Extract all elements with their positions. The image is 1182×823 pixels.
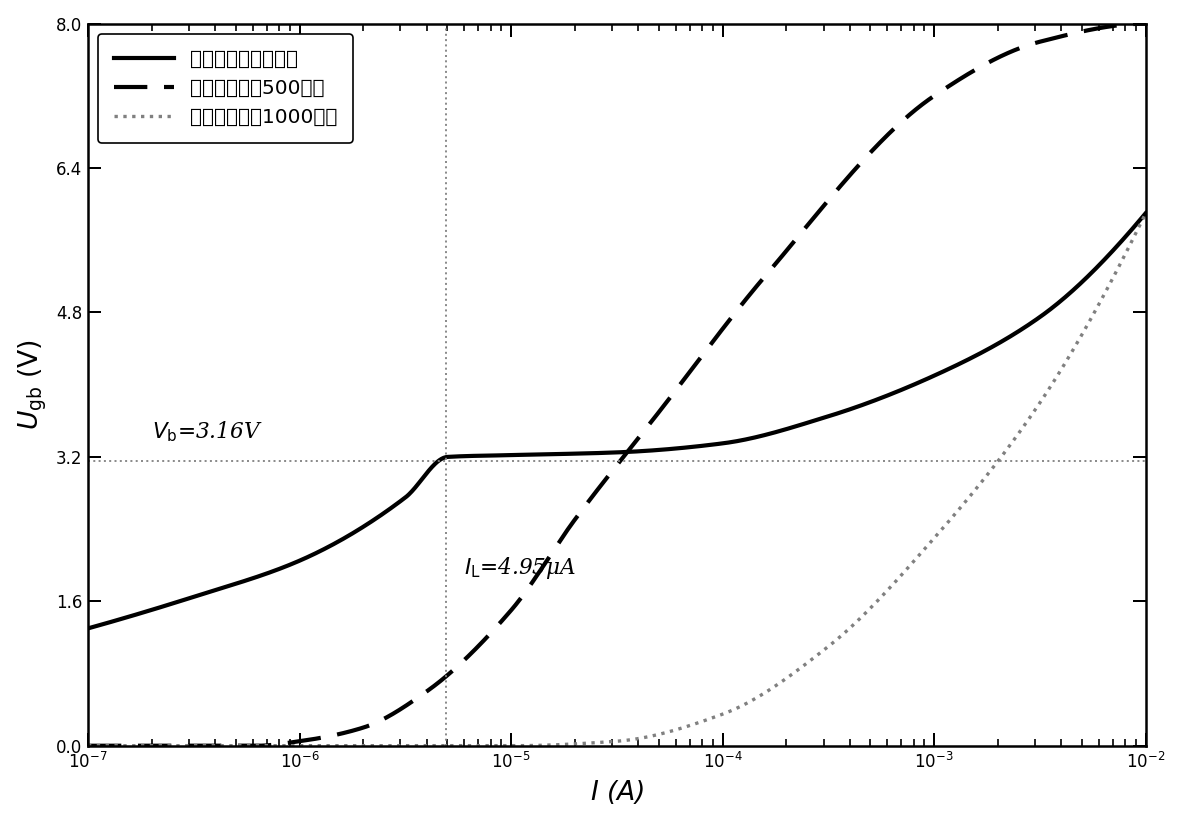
冲击电流作用500次后 <box>189 741 203 751</box>
Text: $V_{\mathrm{b}}$=3.16V: $V_{\mathrm{b}}$=3.16V <box>151 419 262 444</box>
冲击电流作用1000次后 <box>547 740 561 750</box>
冲击电流作用1000次后 <box>1138 208 1152 218</box>
冲击电流作用1000次后 <box>924 536 939 546</box>
未承受冲击电流作用 <box>807 416 821 425</box>
未承受冲击电流作用 <box>80 624 95 634</box>
Y-axis label: $U_{\mathrm{gb}}$ (V): $U_{\mathrm{gb}}$ (V) <box>17 339 48 430</box>
Text: $I_{\mathrm{L}}$=4.95μA: $I_{\mathrm{L}}$=4.95μA <box>465 556 577 581</box>
X-axis label: $I$ (A): $I$ (A) <box>590 779 644 807</box>
未承受冲击电流作用 <box>905 380 920 390</box>
未承受冲击电流作用 <box>1138 208 1152 218</box>
冲击电流作用500次后 <box>508 600 522 610</box>
未承受冲击电流作用 <box>924 372 939 382</box>
Legend: 未承受冲击电流作用, 冲击电流作用500次后, 冲击电流作用1000次后: 未承受冲击电流作用, 冲击电流作用500次后, 冲击电流作用1000次后 <box>98 34 353 142</box>
冲击电流作用1000次后 <box>905 557 920 567</box>
未承受冲击电流作用 <box>547 449 561 459</box>
冲击电流作用500次后 <box>1138 19 1152 29</box>
冲击电流作用500次后 <box>924 92 939 102</box>
冲击电流作用500次后 <box>80 741 95 751</box>
冲击电流作用500次后 <box>905 107 920 117</box>
冲击电流作用1000次后 <box>189 741 203 751</box>
未承受冲击电流作用 <box>508 450 522 460</box>
Line: 未承受冲击电流作用: 未承受冲击电流作用 <box>87 213 1145 629</box>
冲击电流作用500次后 <box>547 545 561 555</box>
冲击电流作用1000次后 <box>508 741 522 751</box>
冲击电流作用500次后 <box>807 212 821 222</box>
冲击电流作用1000次后 <box>807 653 821 663</box>
Line: 冲击电流作用500次后: 冲击电流作用500次后 <box>87 24 1145 746</box>
未承受冲击电流作用 <box>189 591 203 601</box>
Line: 冲击电流作用1000次后: 冲击电流作用1000次后 <box>87 213 1145 746</box>
冲击电流作用1000次后 <box>80 741 95 751</box>
